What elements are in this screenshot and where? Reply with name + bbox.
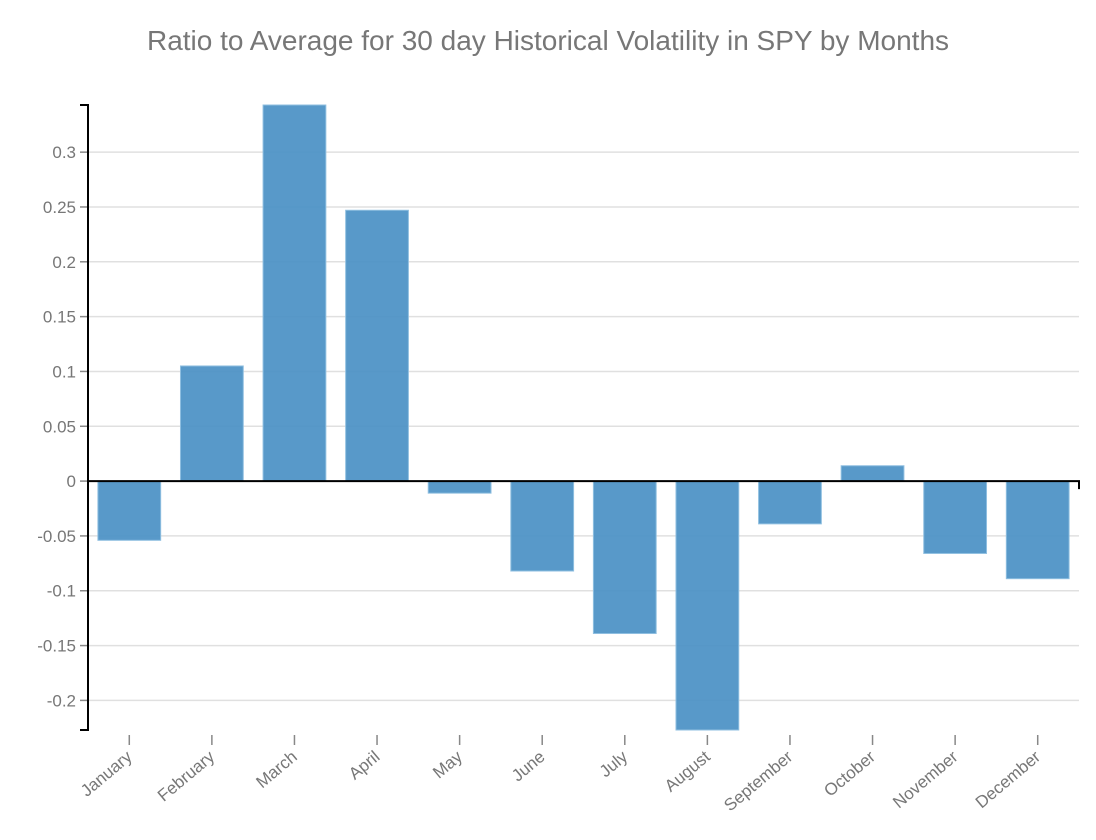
bar-september: [758, 480, 822, 525]
x-tick-label: July: [596, 747, 632, 781]
y-tick-label: 0: [67, 472, 76, 491]
x-tick-label: February: [154, 747, 219, 806]
x-tick-label: March: [252, 747, 300, 792]
x-tick-label: December: [972, 747, 1045, 812]
x-tick-label: April: [345, 747, 383, 783]
y-tick-label: -0.2: [47, 691, 76, 710]
bar-august: [675, 480, 740, 731]
bar-november: [923, 480, 988, 554]
bar-october: [840, 465, 905, 482]
zero-line: [88, 480, 1080, 490]
y-axis: -0.2 -0.15 -0.1 -0.05 0 0.05 0.1 0.15 0.2 0.25 0.3: [37, 104, 89, 731]
y-axis-line: [80, 104, 89, 731]
y-tick-label: 0.15: [43, 308, 76, 327]
chart-title: Ratio to Average for 30 day Historical V…: [147, 25, 949, 56]
bar-may: [427, 480, 492, 494]
bar-july: [592, 480, 657, 635]
bar-june: [510, 480, 575, 572]
x-tick-label: November: [889, 747, 962, 812]
bar-february: [179, 365, 244, 482]
bar-january: [97, 480, 162, 541]
y-tick-label: -0.15: [37, 637, 76, 656]
gridlines: [88, 151, 1079, 702]
x-tick-label: May: [429, 747, 466, 783]
x-tick-label: June: [508, 747, 548, 785]
y-tick-label: 0.25: [43, 198, 76, 217]
x-tick-label: January: [77, 747, 136, 801]
y-tick-label: 0.2: [52, 253, 76, 272]
bars: [97, 104, 1070, 731]
x-tick-label: September: [720, 747, 796, 815]
y-tick-label: -0.05: [37, 527, 76, 546]
bar-december: [1005, 480, 1070, 580]
x-tick-label: August: [661, 747, 714, 796]
bar-april: [345, 209, 409, 482]
y-tick-label: 0.3: [52, 143, 76, 162]
x-tick-label: October: [820, 747, 879, 801]
y-tick-label: 0.1: [52, 362, 76, 381]
bar-march: [262, 104, 327, 482]
y-tick-label: 0.05: [43, 417, 76, 436]
y-tick-label: -0.1: [47, 582, 76, 601]
